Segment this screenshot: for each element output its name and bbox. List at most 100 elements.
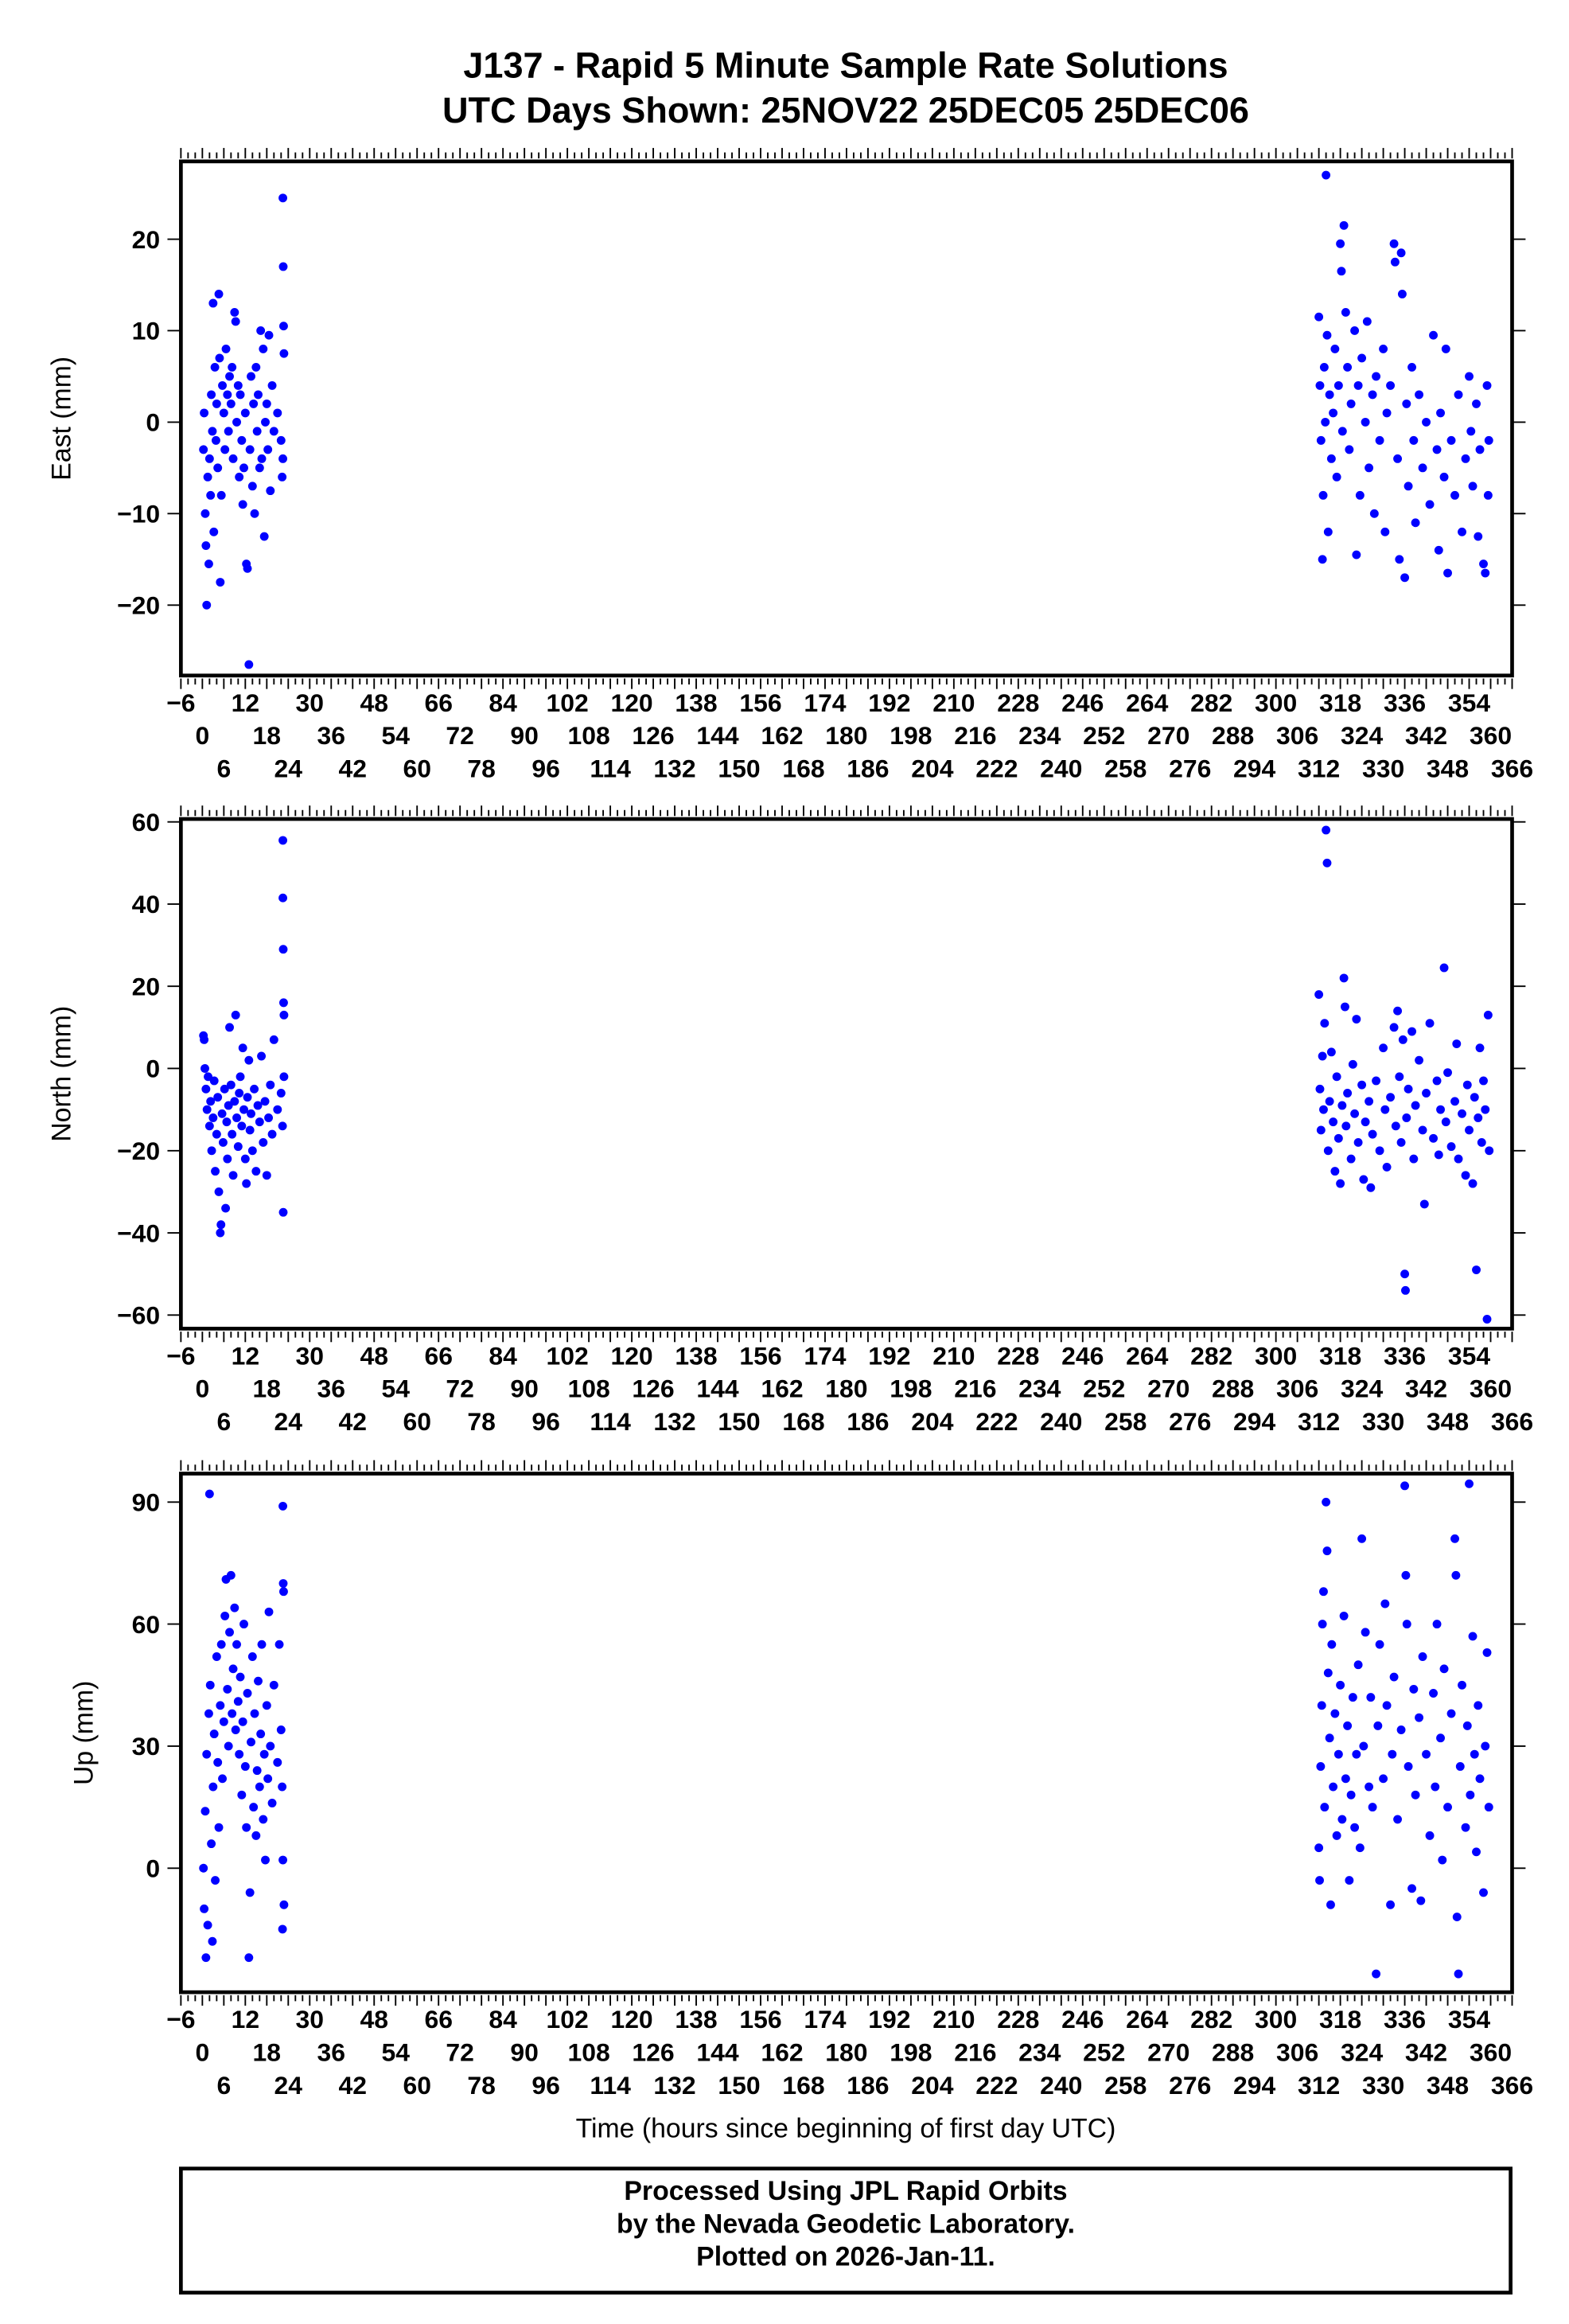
- x-tick-label: 204: [911, 754, 953, 782]
- x-tick-label: 288: [1212, 1375, 1254, 1403]
- data-point: [247, 1146, 257, 1156]
- x-tick-label: 204: [911, 2071, 953, 2100]
- x-tick-label: 318: [1319, 2005, 1361, 2034]
- data-point: [278, 262, 288, 271]
- data-point: [1325, 390, 1334, 400]
- x-tick-label: 336: [1384, 2005, 1426, 2034]
- data-point: [1341, 1002, 1349, 1012]
- data-point: [278, 472, 287, 482]
- data-point: [247, 482, 257, 491]
- data-point: [1341, 1121, 1351, 1131]
- x-tick-label: 294: [1233, 2071, 1275, 2100]
- data-point: [1422, 1749, 1431, 1759]
- panel-up: −606121824303642485460667278849096102108…: [69, 1460, 1533, 2100]
- data-point: [231, 1010, 240, 1020]
- data-point: [1468, 482, 1478, 491]
- x-tick-label: 228: [997, 1341, 1039, 1370]
- x-tick-label: 312: [1298, 2071, 1340, 2100]
- data-point: [1373, 1721, 1383, 1730]
- data-point: [1454, 390, 1463, 400]
- y-tick-label: −20: [117, 591, 160, 620]
- data-point: [1475, 1774, 1485, 1784]
- x-tick-label: 360: [1470, 1375, 1512, 1403]
- data-point: [1326, 1047, 1336, 1057]
- data-point: [252, 1766, 262, 1776]
- data-point: [1325, 1733, 1334, 1743]
- data-point: [240, 1154, 250, 1164]
- data-point: [1332, 1831, 1341, 1840]
- data-point: [1386, 1093, 1396, 1102]
- data-point: [1429, 330, 1438, 340]
- x-tick-label: 174: [804, 2005, 846, 2034]
- data-point: [1322, 170, 1331, 180]
- x-tick-label: 0: [195, 1375, 209, 1403]
- data-point: [219, 408, 228, 418]
- x-tick-label: 282: [1190, 2005, 1232, 2034]
- x-tick-label: 306: [1276, 1375, 1318, 1403]
- data-point: [1319, 1105, 1328, 1114]
- data-point: [200, 1904, 209, 1913]
- y-tick-label: −10: [117, 500, 160, 528]
- data-point: [1397, 290, 1407, 298]
- data-point: [1380, 527, 1390, 536]
- x-tick-label: 252: [1083, 1375, 1125, 1403]
- data-point: [1465, 1479, 1474, 1488]
- x-tick-label: 264: [1126, 688, 1168, 717]
- data-point: [226, 1080, 236, 1090]
- data-point: [213, 1093, 223, 1102]
- x-tick-label: 366: [1491, 754, 1533, 782]
- data-point: [202, 1105, 212, 1114]
- data-point: [239, 463, 248, 473]
- data-point: [255, 1117, 264, 1127]
- x-tick-label: 216: [954, 2038, 996, 2067]
- data-point: [278, 1855, 287, 1865]
- data-point: [1323, 527, 1333, 536]
- data-point: [1365, 1782, 1374, 1792]
- data-point: [1333, 380, 1343, 390]
- data-point: [236, 1072, 245, 1082]
- x-tick-label: 6: [216, 2071, 231, 2100]
- x-tick-label: 108: [567, 721, 609, 750]
- data-point: [1352, 1749, 1361, 1759]
- data-point: [247, 1737, 255, 1747]
- data-point: [269, 1035, 278, 1044]
- data-point: [235, 1089, 244, 1098]
- data-point: [1322, 825, 1331, 835]
- data-point: [1386, 1900, 1396, 1909]
- data-point: [1481, 1105, 1490, 1114]
- x-tick-label: 354: [1448, 688, 1490, 717]
- data-point: [278, 836, 287, 845]
- data-point: [1422, 417, 1431, 427]
- data-point: [1362, 317, 1372, 326]
- data-point: [1404, 482, 1413, 491]
- data-point: [201, 1807, 210, 1816]
- data-point: [279, 349, 289, 358]
- data-point: [1407, 1884, 1417, 1893]
- data-point: [1470, 1749, 1479, 1759]
- data-point: [262, 1701, 271, 1710]
- x-tick-label: 78: [467, 1407, 496, 1436]
- data-point: [1474, 532, 1483, 541]
- x-tick-label: 60: [403, 2071, 431, 2100]
- data-point: [1402, 1113, 1411, 1122]
- data-point: [205, 1680, 215, 1690]
- data-point: [1365, 1097, 1374, 1106]
- data-point: [208, 427, 217, 436]
- data-point: [208, 1936, 217, 1946]
- data-point: [1472, 1265, 1481, 1274]
- x-tick-label: 120: [610, 688, 652, 717]
- data-point: [207, 1146, 216, 1156]
- data-point: [1336, 1680, 1345, 1690]
- data-point: [259, 344, 268, 353]
- data-point: [276, 435, 286, 445]
- data-point: [221, 1203, 231, 1213]
- x-tick-label: 246: [1061, 1341, 1104, 1370]
- data-point: [213, 1757, 223, 1767]
- data-point: [1316, 1762, 1326, 1771]
- data-point: [1396, 248, 1406, 258]
- x-tick-label: 54: [381, 1375, 410, 1403]
- data-point: [1481, 1741, 1490, 1751]
- data-point: [201, 541, 211, 551]
- data-point: [243, 563, 252, 573]
- data-point: [1450, 1097, 1459, 1106]
